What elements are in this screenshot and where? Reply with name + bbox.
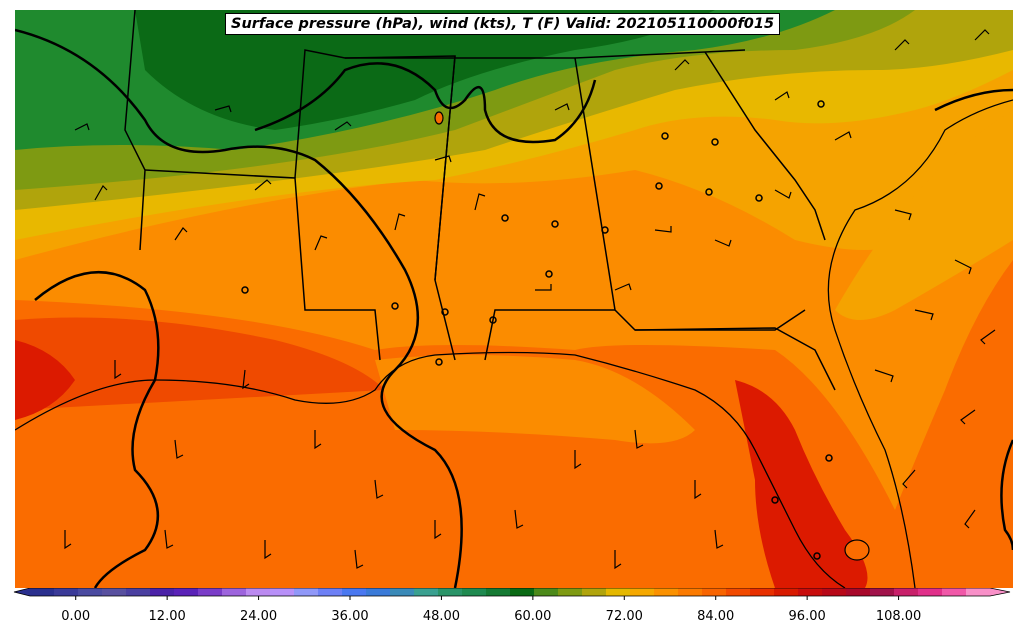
colorbar-segment bbox=[102, 588, 127, 596]
colorbar-tick-label: 24.00 bbox=[240, 609, 277, 624]
colorbar-tick-label: 108.00 bbox=[876, 609, 922, 624]
lakes bbox=[434, 111, 870, 561]
temp-band-orange-gulf bbox=[375, 355, 695, 444]
temp-band-red-fl bbox=[735, 380, 868, 588]
coastline bbox=[15, 99, 1013, 588]
colorbar-segment bbox=[270, 588, 295, 596]
colorbar-segment bbox=[654, 588, 679, 596]
colorbar-segment bbox=[750, 588, 775, 596]
map-panel bbox=[15, 10, 1013, 588]
colorbar-segment bbox=[414, 588, 439, 596]
colorbar-segment bbox=[510, 588, 535, 596]
colorbar-segment bbox=[150, 588, 175, 596]
map-title: Surface pressure (hPa), wind (kts), T (F… bbox=[225, 13, 781, 35]
colorbar-tick-label: 96.00 bbox=[789, 609, 826, 624]
colorbar-tick-label: 36.00 bbox=[331, 609, 368, 624]
colorbar-segment bbox=[774, 588, 799, 596]
colorbar-extend-low bbox=[14, 588, 30, 596]
temp-band-red-west bbox=[15, 340, 75, 420]
colorbar-segment bbox=[630, 588, 655, 596]
temp-band-light-orange-atlantic bbox=[835, 110, 1013, 320]
colorbar-segment bbox=[486, 588, 511, 596]
colorbar-segment bbox=[438, 588, 463, 596]
colorbar-segment bbox=[174, 588, 199, 596]
colorbar-segment bbox=[390, 588, 415, 596]
colorbar-segment bbox=[918, 588, 943, 596]
colorbar-tick-label: 84.00 bbox=[697, 609, 734, 624]
temperature-map bbox=[15, 10, 1013, 588]
calm-markers bbox=[241, 100, 833, 560]
colorbar-segment bbox=[534, 588, 559, 596]
colorbar-segment bbox=[870, 588, 895, 596]
colorbar-segment bbox=[966, 588, 991, 596]
colorbar-segment bbox=[822, 588, 847, 596]
colorbar-segment bbox=[30, 588, 55, 596]
colorbar-segment bbox=[798, 588, 823, 596]
colorbar-segment bbox=[558, 588, 583, 596]
colorbar-tick-label: 12.00 bbox=[149, 609, 186, 624]
colorbar-segment bbox=[78, 588, 103, 596]
colorbar-segment bbox=[846, 588, 871, 596]
colorbar-segment bbox=[366, 588, 391, 596]
colorbar-tick-label: 0.00 bbox=[61, 609, 90, 624]
colorbar-tick-label: 48.00 bbox=[423, 609, 460, 624]
temp-band-dark-green bbox=[135, 10, 715, 130]
colorbar-segment bbox=[894, 588, 919, 596]
colorbar-outline bbox=[13, 588, 1011, 597]
colorbar-segment bbox=[462, 588, 487, 596]
colorbar-segment bbox=[606, 588, 631, 596]
colorbar-segment bbox=[318, 588, 343, 596]
colorbar-segment bbox=[222, 588, 247, 596]
colorbar-segment bbox=[54, 588, 79, 596]
colorbar-tick-label: 72.00 bbox=[606, 609, 643, 624]
state-borders bbox=[124, 10, 836, 391]
wind-barbs bbox=[64, 29, 996, 570]
colorbar-extend-high bbox=[990, 588, 1010, 596]
colorbar-segment bbox=[198, 588, 223, 596]
colorbar-segment bbox=[702, 588, 727, 596]
colorbar-ticks: 0.00 12.00 24.00 36.00 48.00 60.00 72.00 84.00 9… bbox=[61, 596, 921, 624]
colorbar-segment bbox=[582, 588, 607, 596]
colorbar-segment bbox=[126, 588, 151, 596]
colorbar: 0.00 12.00 24.00 36.00 48.00 60.00 72.00 84.00 9… bbox=[13, 588, 1011, 624]
colorbar-tick-label: 60.00 bbox=[514, 609, 551, 624]
colorbar-segment bbox=[678, 588, 703, 596]
isobars bbox=[15, 28, 1013, 588]
colorbar-segment bbox=[294, 588, 319, 596]
colorbar-segment bbox=[246, 588, 271, 596]
colorbar-segment bbox=[726, 588, 751, 596]
colorbar-segment bbox=[342, 588, 367, 596]
colorbar-segment bbox=[942, 588, 967, 596]
colorbar-segments bbox=[13, 588, 1011, 597]
